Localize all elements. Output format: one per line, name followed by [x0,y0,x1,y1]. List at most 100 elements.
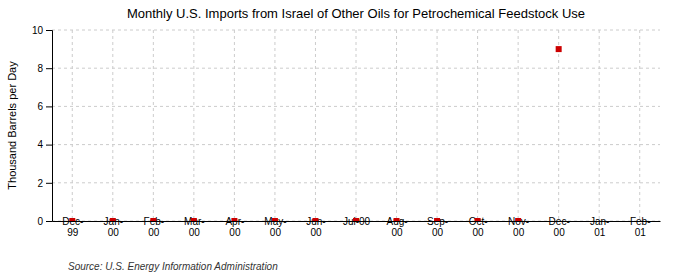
x-grid-line [437,30,438,221]
x-tick-label-line: May- [264,216,286,227]
x-tick-label: Oct-00 [469,216,488,238]
x-tick-label-line: 01 [594,227,606,238]
x-tick-label: Mar-00 [184,216,205,238]
x-grid-line [477,30,478,221]
x-tick-label: Sep-00 [427,216,448,238]
x-axis: Dec-99Jan-00Feb-00Mar-00Apr-00May-00Jun-… [53,216,661,238]
x-tick-label-line: 00 [432,227,444,238]
x-tick-label: Apr-00 [225,216,244,238]
x-tick-label-line: Jan- [104,216,123,227]
x-tick-label-line: 00 [310,227,322,238]
x-tick-label-line: 00 [554,227,566,238]
x-tick-label-line: Jul-00 [343,216,371,227]
x-tick-label: Jun-00 [306,216,325,238]
point [312,218,318,221]
x-tick: Mar-00 [184,216,205,238]
x-grid-line [234,30,235,221]
point [231,218,237,221]
x-tick-label-line: 00 [189,227,201,238]
x-tick: Jun-00 [306,216,325,238]
grid [52,30,660,221]
x-grid-line [396,30,397,221]
x-tick: Jan-01 [590,216,609,238]
y-tick: 0 [37,216,52,227]
annotation: Source: U.S. Energy Information Administ… [68,261,278,272]
x-tick: Aug-00 [386,216,407,238]
y-tick-mark [46,106,52,107]
x-tick-label-line: 00 [108,227,120,238]
x-grid-line [153,30,154,221]
y-tick-mark [46,68,52,69]
x-tick-label-line: Feb- [630,216,651,227]
point [475,218,481,221]
x-grid-line [518,30,519,221]
point [110,218,116,221]
x-tick-label-line: 01 [635,227,647,238]
x-grid-line [315,30,316,221]
x-tick: Feb-01 [630,216,651,238]
point [434,218,440,221]
y-tick-label: 2 [37,178,43,189]
x-tick-label: Aug-00 [386,216,407,238]
x-tick-label-line: Apr- [225,216,244,227]
y-tick: 6 [37,101,52,112]
x-tick: May-00 [264,216,286,238]
x-tick-label-line: Nov- [508,216,529,227]
x-tick-label-line: 00 [270,227,282,238]
x-tick-label: Jan-01 [590,216,609,238]
x-tick-label: Feb-00 [144,216,165,238]
x-tick-label-line: Aug- [386,216,407,227]
x-tick-label-line: 00 [391,227,403,238]
title: Monthly U.S. Imports from Israel of Othe… [127,6,585,21]
y-tick: 8 [37,63,52,74]
x-tick-label-line: Feb- [144,216,165,227]
x-grid-line [599,30,600,221]
x-tick-label-line: Jun- [306,216,325,227]
y-tick-label: 6 [37,101,43,112]
x-tick-label-line: Jan- [590,216,609,227]
x-grid-line [112,30,113,221]
point [353,218,359,221]
x-tick: Dec-99 [62,216,83,238]
points [69,46,561,221]
y-axis-line [46,31,53,222]
y-tick-mark [46,30,52,31]
x-tick: Oct-00 [469,216,488,238]
y-tick-label: 10 [32,25,44,36]
x-tick-label-line: Dec- [62,216,83,227]
x-grid-line [274,30,275,221]
point [515,218,521,221]
y-tick-label: 0 [37,216,43,227]
x-tick-label: Feb-01 [630,216,651,238]
y-tick: 4 [37,139,52,150]
x-tick: Dec-00 [549,216,570,238]
x-tick-label: Jan-00 [104,216,123,238]
x-tick: Apr-00 [225,216,244,238]
y-tick-label: 4 [37,139,43,150]
x-grid-line [72,30,73,221]
y-tick-mark [46,183,52,184]
x-tick: Jan-00 [104,216,123,238]
x-tick-label: Jul-00 [343,216,371,227]
x-tick-label-line: 99 [67,227,79,238]
x-tick-label-line: Mar- [184,216,205,227]
x-tick-label-line: 00 [148,227,160,238]
y-tick-mark [46,145,52,146]
x-tick-label-line: Sep- [427,216,448,227]
x-tick-label-line: Oct- [469,216,488,227]
x-grid-line [558,30,559,221]
x-tick: Jul-00 [343,216,371,227]
x-tick-label: Dec-00 [549,216,570,238]
point [272,218,278,221]
x-grid-line [193,30,194,221]
point [191,218,197,221]
x-tick-label: Dec-99 [62,216,83,238]
x-tick-label-line: 00 [229,227,241,238]
x-tick-label: Nov-00 [508,216,529,238]
x-tick-label: May-00 [264,216,286,238]
x-tick: Nov-00 [508,216,529,238]
x-grid-line [639,30,640,221]
y-axis-title: Thousand Barrels per Day [6,61,18,190]
y-grid-line [52,106,660,107]
y-tick: 2 [37,178,52,189]
